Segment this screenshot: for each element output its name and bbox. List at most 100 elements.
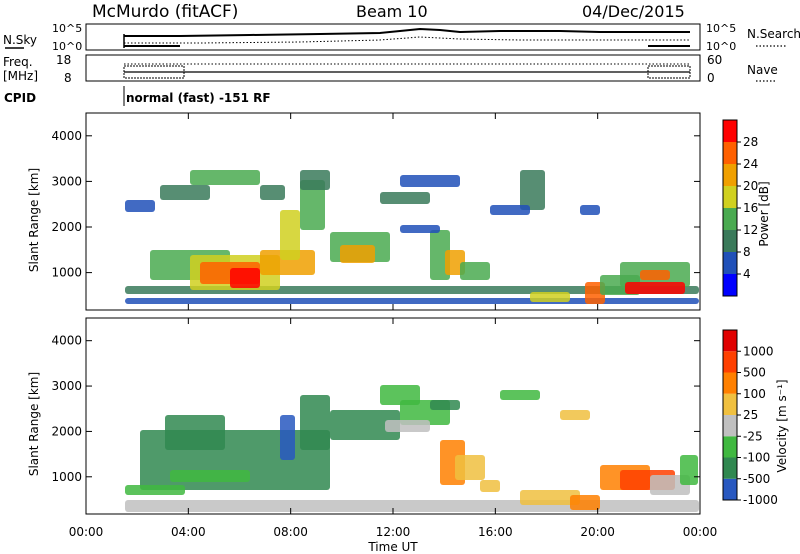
x-tick-label: 12:00	[376, 525, 411, 539]
noise-tick-bottom-left: 10^0	[52, 40, 82, 53]
nsky-trace	[124, 27, 690, 37]
power-colorbar: 4 8 12 16 20 24 28	[722, 119, 758, 297]
velocity-colorbar: 1000 500 100 25 -25 -100 -500 -1000	[722, 329, 778, 507]
data-region	[625, 282, 685, 294]
x-tick-label: 00:00	[69, 525, 104, 539]
colorbar-tick-label: 500	[743, 366, 766, 380]
power-yticks: 1000 2000 3000 4000	[51, 129, 700, 280]
cpid-label: CPID	[4, 91, 36, 105]
colorbar-segment	[723, 415, 737, 437]
data-region	[160, 185, 210, 200]
noise-tick-top-right: 10^5	[706, 22, 736, 35]
data-region	[380, 192, 430, 204]
freq-label-2: [MHz]	[3, 69, 38, 83]
colorbar-segment	[723, 142, 737, 164]
y-tick-label: 4000	[51, 129, 82, 143]
data-region	[520, 170, 545, 210]
data-region	[490, 205, 530, 215]
colorbar-segment	[723, 457, 737, 479]
freq-label-1: Freq.	[3, 55, 33, 69]
freq-block-right	[647, 65, 691, 79]
colorbar-segment	[723, 230, 737, 252]
data-region	[570, 495, 600, 510]
time-axis-ticks: 00:00 04:00 08:00 12:00 16:00 20:00 00:00	[69, 113, 717, 539]
data-region	[230, 268, 260, 288]
data-region	[640, 270, 670, 280]
power-ylabel: Slant Range [km]	[27, 168, 41, 272]
data-region	[280, 210, 300, 260]
station-title: McMurdo (fitACF)	[92, 2, 238, 22]
cpid-text: normal (fast) -151 RF	[126, 91, 271, 105]
x-tick-label: 20:00	[580, 525, 615, 539]
data-region	[340, 245, 375, 263]
colorbar-segment	[723, 164, 737, 186]
x-tick-label: 16:00	[478, 525, 513, 539]
data-region	[430, 400, 460, 410]
colorbar-tick-label: -100	[743, 451, 770, 465]
noise-tick-top-left: 10^5	[52, 22, 82, 35]
data-region	[520, 490, 580, 505]
data-region	[125, 298, 699, 304]
data-region	[530, 292, 570, 302]
data-region	[330, 410, 400, 440]
data-region	[480, 480, 500, 492]
colorbar-tick-label: 12	[743, 223, 758, 237]
data-region	[125, 200, 155, 212]
colorbar-segment	[723, 186, 737, 208]
y-tick-label: 4000	[51, 334, 82, 348]
power-data-regions	[125, 170, 699, 304]
beam-title: Beam 10	[356, 2, 428, 21]
colorbar-segment	[723, 208, 737, 230]
velocity-ylabel: Slant Range [km]	[27, 372, 41, 476]
data-region	[385, 420, 430, 432]
colorbar-tick-label: -25	[743, 429, 763, 443]
colorbar-segment	[723, 252, 737, 274]
y-tick-label: 1000	[51, 470, 82, 484]
colorbar-segment	[723, 393, 737, 415]
data-region	[125, 485, 185, 495]
data-region	[280, 415, 295, 460]
power-colorbar-label: Power [dB]	[757, 181, 771, 246]
colorbar-segment	[723, 351, 737, 373]
colorbar-tick-label: -1000	[743, 493, 778, 507]
colorbar-tick-label: 24	[743, 157, 758, 171]
x-tick-label: 08:00	[273, 525, 308, 539]
freq-block-left	[123, 65, 185, 79]
data-region	[170, 470, 250, 482]
colorbar-tick-label: 28	[743, 135, 758, 149]
colorbar-tick-label: 100	[743, 387, 766, 401]
nave-tick-0: 0	[707, 71, 715, 85]
colorbar-tick-label: 4	[743, 267, 751, 281]
data-region	[300, 170, 330, 190]
data-region	[500, 390, 540, 400]
colorbar-tick-label: 8	[743, 245, 751, 259]
data-region	[680, 455, 698, 485]
x-tick-label: 04:00	[171, 525, 206, 539]
power-panel: Slant Range [km] 1000 2000 3000 4000 4 8 12 16…	[27, 112, 771, 311]
data-region	[400, 175, 460, 187]
colorbar-segment	[723, 120, 737, 142]
freq-tick-18: 18	[56, 53, 71, 67]
nave-tick-60: 60	[707, 53, 722, 67]
nsearch-label: N.Search	[747, 27, 800, 41]
data-region	[455, 455, 485, 480]
colorbar-segment	[723, 478, 737, 500]
colorbar-segment	[723, 274, 737, 296]
data-region	[460, 262, 490, 280]
colorbar-segment	[723, 330, 737, 352]
time-axis-label: Time UT	[367, 540, 418, 554]
noise-tick-bottom-right: 10^0	[706, 40, 736, 53]
velocity-data-regions	[125, 385, 699, 512]
y-tick-label: 3000	[51, 379, 82, 393]
colorbar-tick-label: 20	[743, 179, 758, 193]
freq-panel	[85, 54, 701, 82]
colorbar-segment	[723, 372, 737, 394]
colorbar-tick-label: 16	[743, 201, 758, 215]
velocity-colorbar-label: Velocity [m s⁻¹]	[775, 379, 789, 472]
y-tick-label: 3000	[51, 174, 82, 188]
data-region	[560, 410, 590, 420]
nsky-label: N.Sky	[3, 33, 37, 47]
data-region	[300, 395, 330, 450]
y-tick-label: 2000	[51, 424, 82, 438]
